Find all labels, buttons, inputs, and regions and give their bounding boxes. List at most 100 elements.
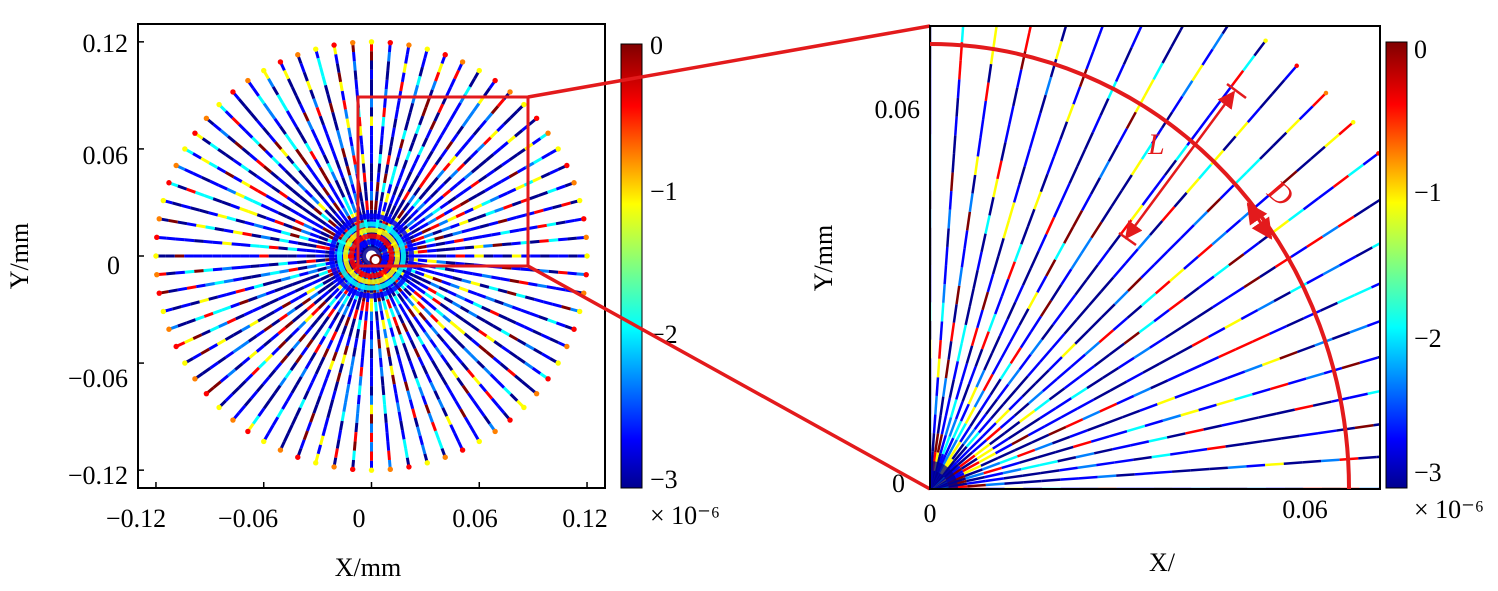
spoke-tip [216, 404, 222, 411]
spoke-segment [360, 301, 365, 311]
spoke-segment [334, 448, 339, 458]
spoke-segment [408, 102, 415, 113]
spoke-segment [461, 117, 470, 128]
spoke-segment [219, 129, 229, 138]
spoke-segment [271, 278, 282, 284]
zoom-spoke [930, 26, 1105, 489]
spoke-segment [287, 260, 298, 265]
spoke-segment [944, 246, 949, 266]
spoke-segment [434, 195, 445, 204]
spoke-segment [289, 140, 298, 151]
spoke-segment [389, 365, 395, 376]
spoke-segment [322, 154, 330, 165]
spoke-segment [381, 182, 386, 193]
spoke-segment [1310, 145, 1326, 160]
spoke-tip [154, 271, 160, 278]
spoke-segment [567, 271, 577, 276]
spoke-segment [260, 203, 271, 211]
spoke-tip [576, 308, 583, 315]
spoke-segment [541, 352, 551, 360]
spoke-segment [1280, 434, 1300, 440]
spoke-segment [1153, 309, 1170, 323]
spoke-segment [177, 220, 188, 226]
spoke-segment [1096, 461, 1115, 467]
spoke-segment [283, 283, 293, 290]
spoke-segment [511, 241, 521, 246]
spoke-segment [209, 179, 220, 187]
spoke-segment [177, 184, 188, 191]
right-panel: L D 0.06 0 0 0.06 X/ Y/mm 0 −1 −2 −3 × 1… [809, 25, 1484, 577]
spoke-segment [1239, 416, 1259, 423]
spoke-segment [1050, 284, 1063, 302]
spoke-segment [257, 315, 267, 323]
spoke-segment [515, 213, 526, 219]
spoke-segment [379, 366, 384, 377]
spoke-segment [212, 308, 223, 315]
spoke-segment [314, 158, 322, 169]
spoke-segment [1198, 275, 1215, 289]
spoke-segment [990, 335, 1001, 354]
spoke-segment [955, 97, 960, 117]
spoke-segment [1151, 453, 1171, 459]
spoke-segment [315, 249, 326, 254]
spoke-segment [300, 229, 311, 236]
spoke-segment [999, 362, 1012, 380]
spoke-segment [302, 112, 310, 122]
spoke-segment [298, 333, 307, 343]
spoke-segment [303, 282, 313, 289]
spoke-segment [294, 302, 304, 311]
spoke-segment [1130, 440, 1150, 447]
spoke-segment [1080, 193, 1093, 212]
spoke-tip [192, 376, 198, 382]
spoke-segment [524, 343, 535, 351]
spoke-segment [1116, 473, 1135, 477]
spoke-segment [1349, 324, 1368, 334]
spoke-segment [414, 270, 425, 277]
spoke-segment [380, 126, 385, 136]
spoke-segment [1154, 280, 1171, 295]
spoke-segment [565, 218, 575, 224]
spoke-segment [959, 403, 970, 422]
spoke-segment [269, 236, 280, 242]
spoke-segment [354, 79, 359, 90]
spoke-segment [412, 198, 421, 208]
spoke-segment [231, 116, 241, 126]
spoke-segment [401, 322, 409, 333]
spoke-segment [1207, 326, 1226, 339]
spoke-segment [999, 455, 1018, 465]
spoke-segment [393, 207, 401, 217]
spoke-segment [1405, 264, 1422, 272]
spoke-segment [1090, 221, 1103, 239]
spoke-segment [492, 324, 502, 332]
spoke-segment [306, 217, 316, 225]
spoke-segment [352, 441, 357, 451]
spoke-segment [214, 227, 225, 232]
spoke-segment [218, 183, 228, 191]
spoke-segment [249, 390, 259, 400]
spoke-segment [299, 439, 306, 449]
spoke-segment [350, 203, 357, 214]
spoke-segment [1000, 340, 1012, 359]
spoke-segment [947, 341, 953, 360]
spoke-segment [408, 281, 419, 290]
spoke-segment [255, 174, 266, 183]
spoke-segment [1420, 300, 1437, 307]
spoke-segment [436, 169, 445, 179]
spoke-segment [950, 172, 954, 192]
spoke-segment [1459, 370, 1477, 374]
spoke-tip [406, 42, 412, 48]
spoke-segment [524, 361, 534, 370]
spoke-segment [421, 278, 432, 285]
spoke-segment [1149, 220, 1164, 236]
spoke-segment [429, 314, 439, 323]
spoke-segment [962, 461, 980, 473]
spoke-segment [1171, 95, 1184, 113]
spoke-segment [1332, 174, 1350, 188]
spoke-segment [533, 297, 544, 304]
spoke-segment [500, 230, 511, 235]
spoke-segment [952, 135, 957, 154]
spoke-segment [1100, 276, 1115, 293]
spoke-segment [942, 377, 948, 397]
spoke-segment [430, 176, 439, 186]
spoke-segment [437, 103, 445, 114]
